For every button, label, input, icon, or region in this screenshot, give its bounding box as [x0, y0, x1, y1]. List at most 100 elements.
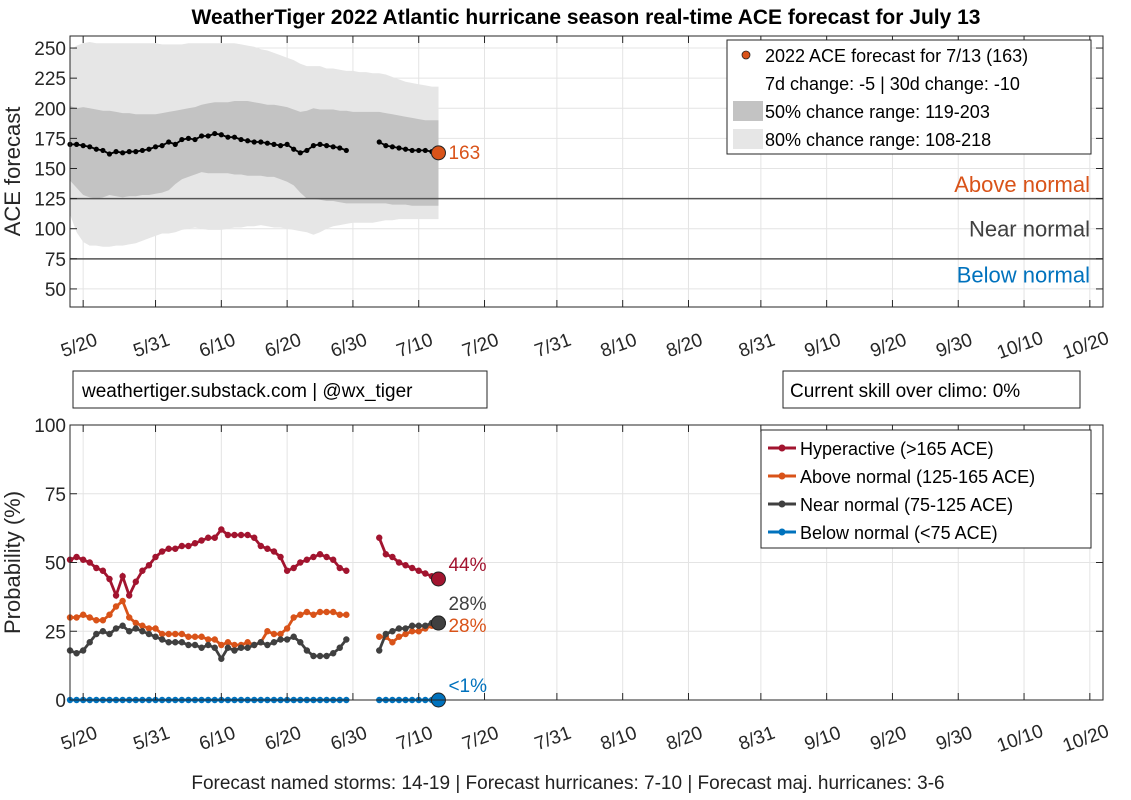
- ace-point: [258, 139, 264, 145]
- prob-legend-label-hyper: Hyperactive (>165 ACE): [800, 439, 994, 459]
- prob-point-hyper: [336, 564, 343, 572]
- prob-point-hyper: [211, 534, 218, 541]
- prob-point-near: [283, 636, 291, 643]
- prob-point-above: [145, 625, 153, 632]
- prob-point-hyper: [158, 548, 166, 555]
- credit-box: [72, 370, 488, 409]
- prob-point-hyper: [323, 553, 330, 561]
- ace-plot-border: [69, 35, 1104, 308]
- prob-point-hyper: [264, 545, 271, 552]
- ace-ytick-label: 225: [34, 69, 66, 90]
- prob-xtick-label: 7/10: [394, 723, 436, 755]
- prob-xtick-label: 6/30: [328, 723, 370, 755]
- prob-point-hyper: [310, 553, 317, 561]
- ace-point: [310, 143, 317, 149]
- prob-point-hyper: [191, 540, 199, 547]
- prob-point-above: [376, 633, 383, 640]
- prob-point-above: [119, 597, 126, 605]
- prob-legend: Hyperactive (>165 ACE) Above normal (125-…: [760, 429, 1092, 549]
- prob-xtick-label: 5/20: [58, 723, 100, 755]
- prob-point-above: [126, 614, 133, 621]
- prob-point-near: [382, 630, 390, 638]
- prob-point-near: [244, 644, 251, 651]
- prob-point-near: [158, 636, 166, 643]
- prob-point-near: [422, 622, 429, 629]
- prob-xtick-label: 8/31: [736, 723, 778, 755]
- prob-point-above: [99, 617, 107, 624]
- ace-point: [422, 147, 428, 154]
- prob-point-near: [165, 639, 172, 646]
- prob-point-above: [395, 633, 403, 640]
- prob-point-near: [198, 644, 205, 651]
- prob-point-near: [191, 641, 199, 649]
- prob-point-hyper: [402, 562, 409, 569]
- prob-point-above: [402, 630, 409, 638]
- prob-legend-marker-near: [778, 500, 786, 508]
- ace-point: [317, 141, 323, 147]
- ace-ytick-label: 75: [45, 250, 66, 271]
- prob-point-hyper: [93, 564, 100, 572]
- prob-point-above: [224, 639, 232, 646]
- prob-ytick-label: 75: [45, 485, 66, 506]
- prob-point-near: [237, 644, 245, 651]
- ace-point: [376, 139, 382, 145]
- ace-xtick-label: 8/10: [598, 330, 640, 362]
- ace-xtick-label: 8/20: [664, 330, 706, 362]
- legend-80-range: 80% chance range: 108-218: [765, 130, 991, 150]
- prob-point-above: [191, 633, 199, 640]
- ace-xtick-label: 8/31: [736, 330, 778, 362]
- ace-point: [133, 149, 139, 155]
- prob-xtick-label: 9/20: [868, 723, 910, 755]
- prob-point-near: [218, 655, 225, 662]
- prob-point-hyper: [112, 592, 120, 599]
- prob-point-hyper: [244, 531, 251, 539]
- prob-point-near: [204, 641, 212, 649]
- prob-point-hyper: [86, 559, 93, 566]
- ace-point: [87, 144, 93, 150]
- prob-point-near: [303, 647, 311, 654]
- prob-ytick-label: 25: [45, 622, 66, 643]
- ace-point: [291, 146, 297, 152]
- chart-title: WeatherTiger 2022 Atlantic hurricane sea…: [192, 6, 981, 29]
- skill-box: [782, 370, 1081, 409]
- ace-point: [389, 144, 396, 150]
- ace-point: [93, 146, 99, 152]
- prob-point-hyper: [73, 553, 80, 561]
- prob-point-near: [73, 650, 80, 657]
- prob-point-above: [310, 611, 317, 618]
- prob-point-above: [106, 611, 113, 618]
- prob-point-hyper: [408, 564, 416, 572]
- prob-point-hyper: [343, 567, 350, 574]
- prob-point-near: [329, 650, 337, 657]
- prob-point-hyper: [329, 556, 337, 563]
- ace-point: [73, 141, 80, 147]
- prob-point-above: [277, 630, 284, 638]
- ace-ytick-label: 50: [45, 280, 66, 301]
- prob-point-above: [86, 614, 93, 621]
- ace-xtick-label: 7/20: [460, 330, 502, 362]
- ace-point: [284, 141, 290, 147]
- prob-point-hyper: [277, 553, 284, 561]
- prob-legend-marker-below: [778, 528, 786, 536]
- prob-point-near: [119, 622, 126, 629]
- prob-xtick-label: 8/10: [598, 723, 640, 755]
- prob-point-hyper: [297, 559, 304, 566]
- ace-point: [159, 143, 165, 149]
- ace-xtick-label: 10/20: [1060, 328, 1112, 364]
- prob-point-hyper: [270, 548, 278, 555]
- ace-xtick-label: 6/10: [196, 330, 238, 362]
- prob-point-near: [106, 630, 113, 638]
- prob-xtick-label: 9/30: [933, 723, 975, 755]
- ace-point: [198, 133, 205, 139]
- prob-point-near: [152, 633, 159, 640]
- prob-point-near: [112, 625, 120, 632]
- prob-point-hyper: [237, 531, 245, 539]
- ace-point: [402, 146, 409, 152]
- credit-text: weathertiger.substack.com | @wx_tiger: [81, 381, 413, 402]
- prob-point-above: [211, 636, 218, 643]
- legend-forecast: 2022 ACE forecast for 7/13 (163): [765, 46, 1028, 66]
- prob-point-above: [73, 614, 80, 621]
- prob-point-above: [172, 630, 179, 638]
- prob-point-hyper: [257, 542, 265, 550]
- prob-point-near: [270, 639, 278, 646]
